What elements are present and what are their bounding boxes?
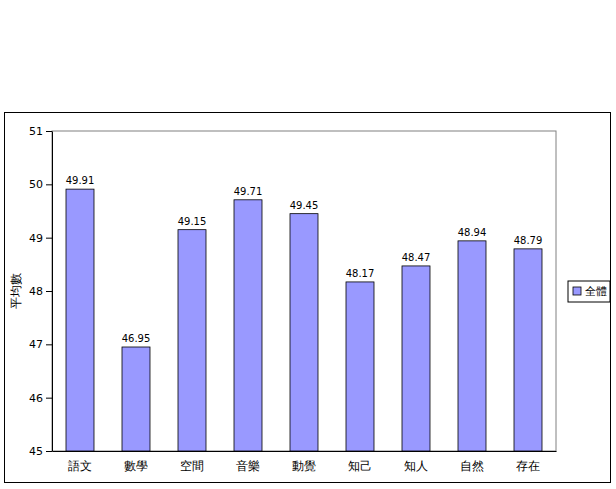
bar [346,282,374,451]
legend: 全體 [568,281,610,302]
x-tick-label: 動覺 [292,459,316,473]
y-tick-label: 47 [29,338,43,351]
bar [66,189,94,451]
y-tick-mark [46,451,52,452]
chart: 49.91 46.95 49.15 49.71 49.45 48.17 48.47 48.94… [0,0,616,489]
legend-swatch [573,287,581,295]
data-label: 49.91 [66,175,95,186]
y-tick-label: 46 [29,392,43,405]
bars [66,189,542,451]
x-tick: 知己 [348,451,372,473]
y-tick-mark [46,344,52,345]
x-tick: 數學 [124,451,148,473]
y-tick: 51 [29,125,52,138]
y-tick: 50 [29,178,52,191]
bar [122,347,150,451]
x-tick-label: 音樂 [236,459,260,473]
y-axis: 45 46 47 48 49 50 51 [29,125,53,458]
x-tick: 空間 [180,451,204,473]
data-labels: 49.91 46.95 49.15 49.71 49.45 48.17 48.47 48.94… [66,175,543,344]
bar [290,214,318,451]
y-tick-mark [46,184,52,185]
x-tick-label: 知人 [404,459,428,473]
data-label: 48.94 [458,227,487,238]
y-tick-label: 49 [29,232,43,245]
y-axis-line [52,132,53,452]
x-tick-label: 存在 [516,459,540,473]
bar [234,200,262,451]
y-tick-label: 50 [29,178,43,191]
data-label: 48.79 [514,235,543,246]
legend-frame [568,281,610,302]
bar [514,249,542,451]
y-tick-label: 51 [29,125,43,138]
chart-frame [5,113,611,483]
x-axis: 語文 數學 空間 音樂 動覺 知己 知人 自然 存在 [53,451,557,473]
y-tick-label: 48 [29,285,43,298]
y-tick: 47 [29,338,52,351]
bar [178,230,206,451]
y-tick-label: 45 [29,445,43,458]
y-axis-title: 平均數 [9,273,23,309]
y-tick: 45 [29,445,52,458]
x-tick: 音樂 [236,451,260,473]
x-tick: 動覺 [292,451,316,473]
x-axis-line [53,451,557,452]
x-tick-label: 自然 [460,459,484,473]
legend-label: 全體 [585,285,607,298]
x-tick: 知人 [404,451,428,473]
data-label: 49.45 [290,200,319,211]
data-label: 49.15 [178,216,207,227]
y-tick: 46 [29,392,52,405]
x-tick: 存在 [516,451,540,473]
bar [402,266,430,451]
plot-frame [52,131,556,451]
y-tick-mark [46,398,52,399]
data-label: 46.95 [122,333,151,344]
x-tick-label: 數學 [124,459,148,473]
x-tick-label: 知己 [348,459,372,473]
data-label: 48.47 [402,252,431,263]
data-label: 48.17 [346,268,375,279]
x-tick: 語文 [68,451,92,473]
bar [458,241,486,451]
x-tick: 自然 [460,451,484,473]
y-tick-mark [46,291,52,292]
y-tick: 49 [29,232,52,245]
data-label: 49.71 [234,186,263,197]
y-tick-mark [46,131,52,132]
x-tick-label: 空間 [180,459,204,473]
y-tick-mark [46,238,52,239]
x-tick-label: 語文 [68,459,92,473]
y-tick: 48 [29,285,52,298]
